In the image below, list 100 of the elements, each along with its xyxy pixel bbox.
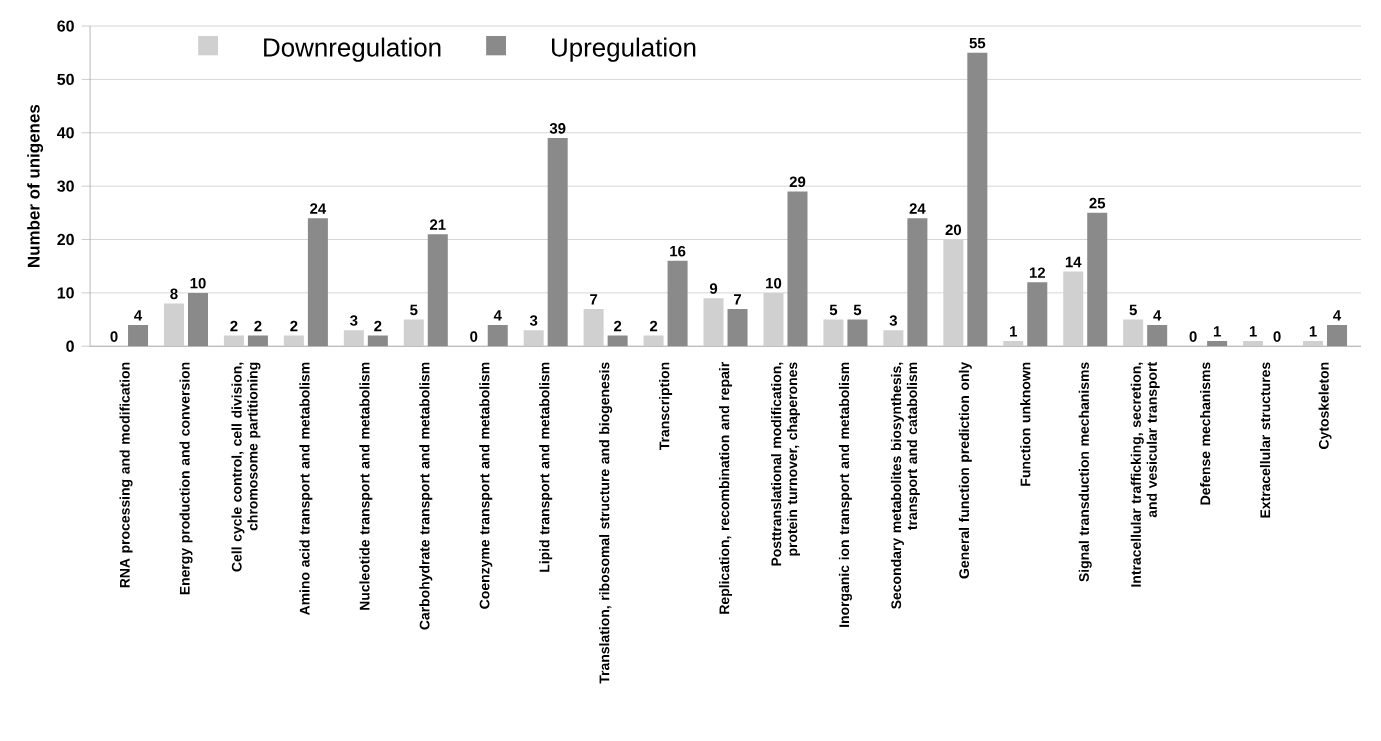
- data-label: 4: [493, 310, 502, 321]
- bar: [343, 330, 364, 347]
- bar: [1027, 282, 1048, 347]
- y-tick-label: 10: [57, 287, 74, 299]
- bar: [1087, 213, 1108, 347]
- data-label: 0: [1189, 331, 1197, 343]
- y-tick-label: 40: [57, 127, 74, 139]
- x-tick-label: Transcription: [659, 362, 673, 451]
- bar: [1003, 341, 1024, 347]
- x-tick-label: Replication, recombination and repair: [719, 362, 733, 614]
- data-label: 2: [230, 320, 238, 332]
- legend-label: Downregulation: [264, 37, 441, 63]
- bar: [1207, 341, 1228, 347]
- bar: [1243, 341, 1264, 347]
- data-label: 14: [1065, 257, 1082, 268]
- x-tick-label: Nucleotide transport and metabolism: [359, 362, 373, 611]
- bar: [667, 261, 688, 347]
- bar: [847, 319, 868, 347]
- data-label: 2: [290, 320, 298, 332]
- x-tick-label: Translation, ribosomal structure and biogenesis: [599, 362, 613, 684]
- x-tick-label: Secondary metabolites biosynthesis, transport and catabolism: [890, 362, 920, 610]
- x-tick-label: Carbohydrate transport and metabolism: [419, 362, 433, 630]
- data-label: 5: [1129, 304, 1137, 316]
- data-label: 2: [374, 320, 382, 332]
- x-tick-label: General function prediction only: [958, 362, 972, 579]
- bar: [1123, 319, 1144, 347]
- bar: [907, 218, 928, 347]
- data-label: 5: [829, 304, 838, 316]
- data-label: 3: [889, 315, 898, 327]
- data-label: 9: [709, 283, 718, 295]
- data-label: 0: [470, 331, 478, 343]
- data-label: 0: [1273, 331, 1281, 343]
- bar: [607, 335, 628, 347]
- bar: [187, 293, 208, 347]
- bar: [1147, 325, 1168, 347]
- data-label: 4: [1333, 310, 1342, 321]
- data-label: 1: [1309, 326, 1317, 337]
- x-tick-label: Posttranslational modification, protein turnover, chaperones: [771, 362, 800, 566]
- data-label: 4: [1153, 310, 1162, 321]
- bar: [128, 325, 149, 347]
- data-label: 1: [1010, 326, 1018, 337]
- bar: [307, 218, 328, 347]
- bar: [283, 335, 304, 347]
- data-label: 10: [190, 278, 206, 289]
- bar: [703, 298, 724, 347]
- bar: [427, 234, 448, 347]
- y-axis-title: Number of unigenes: [27, 105, 44, 268]
- y-tick-label: 60: [57, 20, 74, 32]
- data-label: 10: [766, 278, 782, 289]
- data-label: 55: [969, 38, 986, 49]
- y-tick-label: 0: [66, 340, 74, 353]
- data-label: 29: [789, 176, 806, 188]
- bar: [823, 319, 844, 347]
- data-label: 8: [170, 288, 178, 300]
- bar: [1327, 325, 1348, 347]
- bar: [883, 330, 904, 347]
- bar: [523, 330, 544, 347]
- bar: [1303, 341, 1324, 347]
- bar: [163, 303, 184, 347]
- data-label: 2: [254, 320, 262, 332]
- x-tick-label: Inorganic ion transport and metabolism: [838, 362, 852, 628]
- x-tick-label: Cell cycle control, cell division, chromosome partitioning: [231, 362, 261, 572]
- bar: [727, 309, 748, 347]
- x-tick-label: Defense mechanisms: [1200, 362, 1211, 505]
- bar: [403, 319, 424, 347]
- x-tick-label: RNA processing and modification: [119, 362, 133, 588]
- data-label: 25: [1089, 198, 1106, 209]
- x-tick-label: Amino acid transport and metabolism: [299, 362, 313, 616]
- data-label: 4: [134, 310, 143, 321]
- data-label: 3: [529, 315, 538, 327]
- y-tick-label: 50: [57, 74, 74, 86]
- data-label: 16: [670, 246, 686, 257]
- bar: [643, 335, 664, 347]
- y-tick-label: 30: [57, 180, 74, 193]
- data-label: 39: [549, 123, 566, 134]
- x-tick-label: Coenzyme transport and metabolism: [479, 362, 493, 609]
- data-label: 24: [909, 203, 926, 215]
- bar: [223, 335, 244, 347]
- data-label: 7: [734, 294, 742, 305]
- data-label: 5: [853, 304, 862, 316]
- legend-label: Upregulation: [552, 37, 696, 63]
- x-tick-label: Cytoskeleton: [1318, 362, 1332, 450]
- data-label: 21: [430, 219, 446, 231]
- data-label: 7: [590, 294, 598, 305]
- data-label: 2: [649, 320, 658, 332]
- data-label: 20: [945, 224, 962, 236]
- bar: [247, 335, 268, 347]
- x-tick-label: Lipid transport and metabolism: [539, 362, 553, 573]
- data-label: 5: [410, 304, 418, 316]
- data-label: 24: [310, 203, 327, 215]
- data-label: 1: [1213, 326, 1221, 337]
- bar: [367, 335, 388, 347]
- x-tick-label: Extracellular structures: [1259, 362, 1271, 518]
- bar: [583, 309, 604, 347]
- bar: [787, 191, 808, 347]
- x-tick-label: Energy production and conversion: [179, 362, 193, 595]
- bar: [967, 52, 988, 347]
- y-tick-label: 20: [57, 234, 74, 246]
- data-label: 1: [1249, 326, 1257, 337]
- x-tick-label: Signal transduction mechanisms: [1078, 362, 1092, 582]
